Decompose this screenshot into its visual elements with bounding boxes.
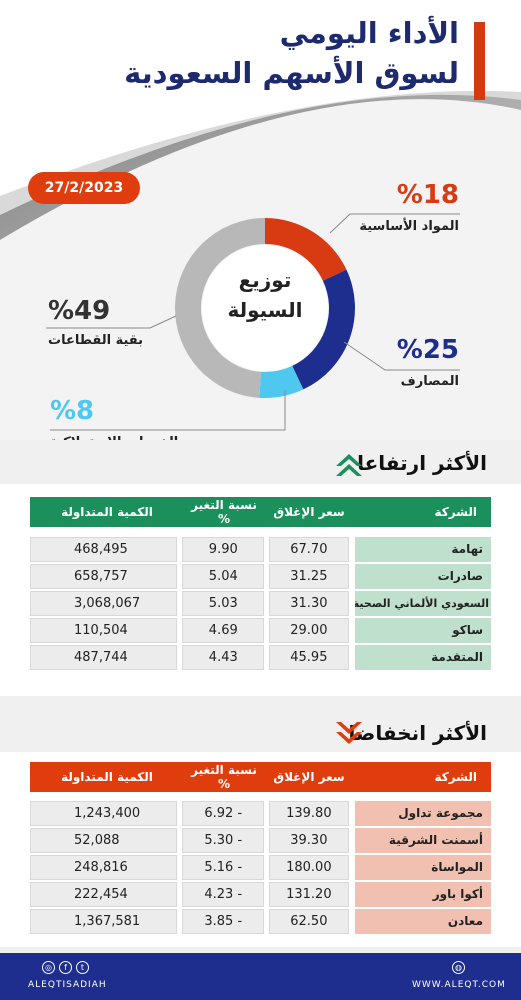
segment-pct-consumer: %8 bbox=[50, 396, 95, 426]
volume: 1,243,400 bbox=[30, 801, 178, 826]
change-pct: - 3.85 bbox=[182, 909, 265, 934]
leader-lines bbox=[46, 213, 460, 431]
company-name: تهامة bbox=[354, 537, 491, 562]
table-row: معادن 62.50 - 3.85 1,367,581 bbox=[30, 909, 491, 934]
close-price: 67.70 bbox=[269, 537, 349, 562]
instagram-icon[interactable]: ◎ bbox=[42, 961, 55, 974]
volume: 110,504 bbox=[30, 618, 178, 643]
company-name: أكوا باور bbox=[354, 882, 491, 907]
twitter-icon[interactable]: t bbox=[76, 961, 89, 974]
company-name: أسمنت الشرقية bbox=[354, 828, 491, 853]
volume: 487,744 bbox=[30, 645, 178, 670]
gainers-title-strip bbox=[0, 440, 521, 484]
footer-handle[interactable]: ALEQTISADIAH bbox=[28, 980, 107, 990]
table-row: تهامة 67.70 9.90 468,495 bbox=[30, 537, 491, 562]
segment-pct-banks: %25 bbox=[396, 335, 459, 365]
segment-label-others: بقية القطاعات bbox=[48, 333, 144, 348]
change-pct: 9.90 bbox=[182, 537, 265, 562]
donut-slice-others bbox=[175, 218, 265, 398]
change-pct: 4.43 bbox=[182, 645, 265, 670]
losers-table-header: الشركة سعر الإغلاق نسبة التغير % الكمية … bbox=[30, 762, 491, 792]
table-row: المواساة 180.00 - 5.16 248,816 bbox=[30, 855, 491, 880]
company-name: المتقدمة bbox=[354, 645, 491, 670]
change-pct: 5.04 bbox=[182, 564, 265, 589]
volume: 222,454 bbox=[30, 882, 178, 907]
footer-bar bbox=[0, 953, 521, 1000]
segment-pct-materials: %18 bbox=[396, 180, 459, 210]
segment-pct-others: %49 bbox=[48, 296, 111, 326]
donut-center-line1: توزيع bbox=[238, 268, 292, 292]
company-name: معادن bbox=[354, 909, 491, 934]
close-price: 180.00 bbox=[269, 855, 349, 880]
close-price: 31.25 bbox=[269, 564, 349, 589]
close-price: 62.50 bbox=[269, 909, 349, 934]
segment-label-banks: المصارف bbox=[400, 374, 459, 389]
change-pct: 4.69 bbox=[182, 618, 265, 643]
volume: 248,816 bbox=[30, 855, 178, 880]
close-price: 29.00 bbox=[269, 618, 349, 643]
company-name: صادرات bbox=[354, 564, 491, 589]
table-row: السعودي الألماني الصحية 31.30 5.03 3,068… bbox=[30, 591, 491, 616]
close-price: 39.30 bbox=[269, 828, 349, 853]
facebook-icon[interactable]: f bbox=[59, 961, 72, 974]
company-name: السعودي الألماني الصحية bbox=[354, 591, 491, 616]
table-row: أسمنت الشرقية 39.30 - 5.30 52,088 bbox=[30, 828, 491, 853]
close-price: 131.20 bbox=[269, 882, 349, 907]
change-pct: - 5.16 bbox=[182, 855, 265, 880]
change-pct: 5.03 bbox=[182, 591, 265, 616]
col-company: الشركة bbox=[434, 770, 477, 784]
table-row: صادرات 31.25 5.04 658,757 bbox=[30, 564, 491, 589]
donut-slice-materials bbox=[265, 218, 347, 281]
page-title: الأداء اليومي bbox=[279, 16, 459, 50]
col-close: سعر الإغلاق bbox=[273, 505, 345, 519]
losers-title: الأكثر انخفاضا bbox=[348, 721, 487, 745]
down-arrow-icon bbox=[336, 722, 362, 744]
volume: 1,367,581 bbox=[30, 909, 178, 934]
table-row: المتقدمة 45.95 4.43 487,744 bbox=[30, 645, 491, 670]
title-accent-bar bbox=[474, 22, 485, 100]
gainers-table-header: الشركة سعر الإغلاق نسبة التغير % الكمية … bbox=[30, 497, 491, 527]
table-row: مجموعة تداول 139.80 - 6.92 1,243,400 bbox=[30, 801, 491, 826]
close-price: 45.95 bbox=[269, 645, 349, 670]
change-pct: - 5.30 bbox=[182, 828, 265, 853]
change-pct: - 6.92 bbox=[182, 801, 265, 826]
col-close: سعر الإغلاق bbox=[273, 770, 345, 784]
table-row: أكوا باور 131.20 - 4.23 222,454 bbox=[30, 882, 491, 907]
donut-center-label: توزيع السيولة bbox=[220, 265, 310, 325]
close-price: 139.80 bbox=[269, 801, 349, 826]
col-change: نسبة التغير % bbox=[191, 498, 257, 526]
globe-icon: ◍ bbox=[452, 961, 465, 974]
liquidity-donut-chart bbox=[175, 218, 355, 398]
volume: 468,495 bbox=[30, 537, 178, 562]
volume: 658,757 bbox=[30, 564, 178, 589]
col-volume: الكمية المتداولة bbox=[61, 505, 153, 519]
donut-hole bbox=[202, 245, 328, 371]
col-change: نسبة التغير % bbox=[191, 763, 257, 791]
footer-website[interactable]: WWW.ALEQT.COM bbox=[412, 980, 506, 990]
volume: 52,088 bbox=[30, 828, 178, 853]
company-name: المواساة bbox=[354, 855, 491, 880]
up-arrow-icon bbox=[336, 454, 362, 476]
close-price: 31.30 bbox=[269, 591, 349, 616]
donut-center-line2: السيولة bbox=[227, 298, 303, 322]
donut-slice-consumer bbox=[259, 365, 304, 398]
volume: 3,068,067 bbox=[30, 591, 178, 616]
col-company: الشركة bbox=[434, 505, 477, 519]
company-name: مجموعة تداول bbox=[354, 801, 491, 826]
company-name: ساكو bbox=[354, 618, 491, 643]
date-badge: 27/2/2023 bbox=[28, 172, 140, 204]
page-subtitle: لسوق الأسهم السعودية bbox=[124, 56, 459, 90]
gainers-title: الأكثر ارتفاعا bbox=[357, 451, 487, 475]
table-row: ساكو 29.00 4.69 110,504 bbox=[30, 618, 491, 643]
change-pct: - 4.23 bbox=[182, 882, 265, 907]
col-volume: الكمية المتداولة bbox=[61, 770, 153, 784]
header-background bbox=[0, 0, 521, 460]
segment-label-materials: المواد الأساسية bbox=[359, 219, 459, 234]
donut-slice-banks bbox=[292, 269, 355, 390]
